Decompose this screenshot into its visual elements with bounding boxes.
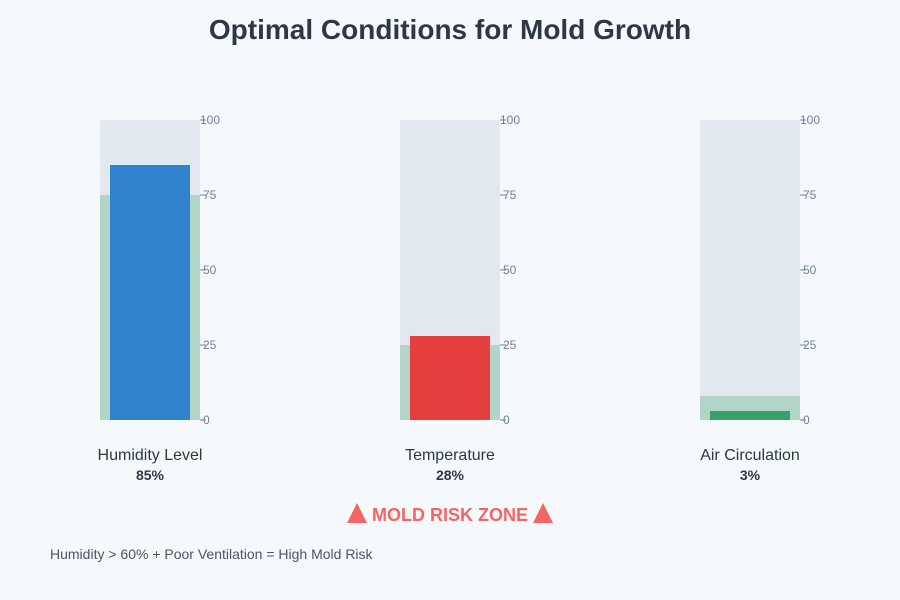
tick-label: 75	[803, 188, 817, 202]
risk-note: Humidity > 60% + Poor Ventilation = High…	[50, 546, 373, 562]
warning-icon	[533, 503, 554, 523]
tick-label: 25	[503, 338, 517, 352]
tick-label: 100	[200, 113, 220, 127]
tick-label: 50	[203, 263, 217, 277]
gauge-track	[700, 120, 800, 420]
tick-label: 50	[803, 263, 817, 277]
warning-icon	[346, 503, 367, 523]
tick-label: 75	[203, 188, 217, 202]
tick-label: 100	[500, 113, 520, 127]
risk-zone-banner: MOLD RISK ZONE	[0, 502, 900, 526]
tick-label: 75	[503, 188, 517, 202]
tick-label: 25	[803, 338, 817, 352]
value-bar	[110, 165, 190, 420]
risk-zone-label: MOLD RISK ZONE	[372, 505, 528, 525]
tick-label: 100	[800, 113, 820, 127]
gauge-value-label: 28%	[436, 467, 465, 483]
gauge-label: Temperature	[405, 447, 495, 464]
gauge-label: Air Circulation	[700, 447, 800, 464]
tick-label: 0	[203, 413, 210, 427]
tick-label: 0	[803, 413, 810, 427]
value-bar	[710, 411, 790, 420]
chart-title: Optimal Conditions for Mold Growth	[208, 14, 692, 45]
gauge-value-label: 3%	[740, 467, 761, 483]
gauge-label: Humidity Level	[98, 447, 203, 464]
tick-label: 0	[503, 413, 510, 427]
value-bar	[410, 336, 490, 420]
tick-label: 25	[203, 338, 217, 352]
tick-label: 50	[503, 263, 517, 277]
gauge-value-label: 85%	[136, 467, 165, 483]
